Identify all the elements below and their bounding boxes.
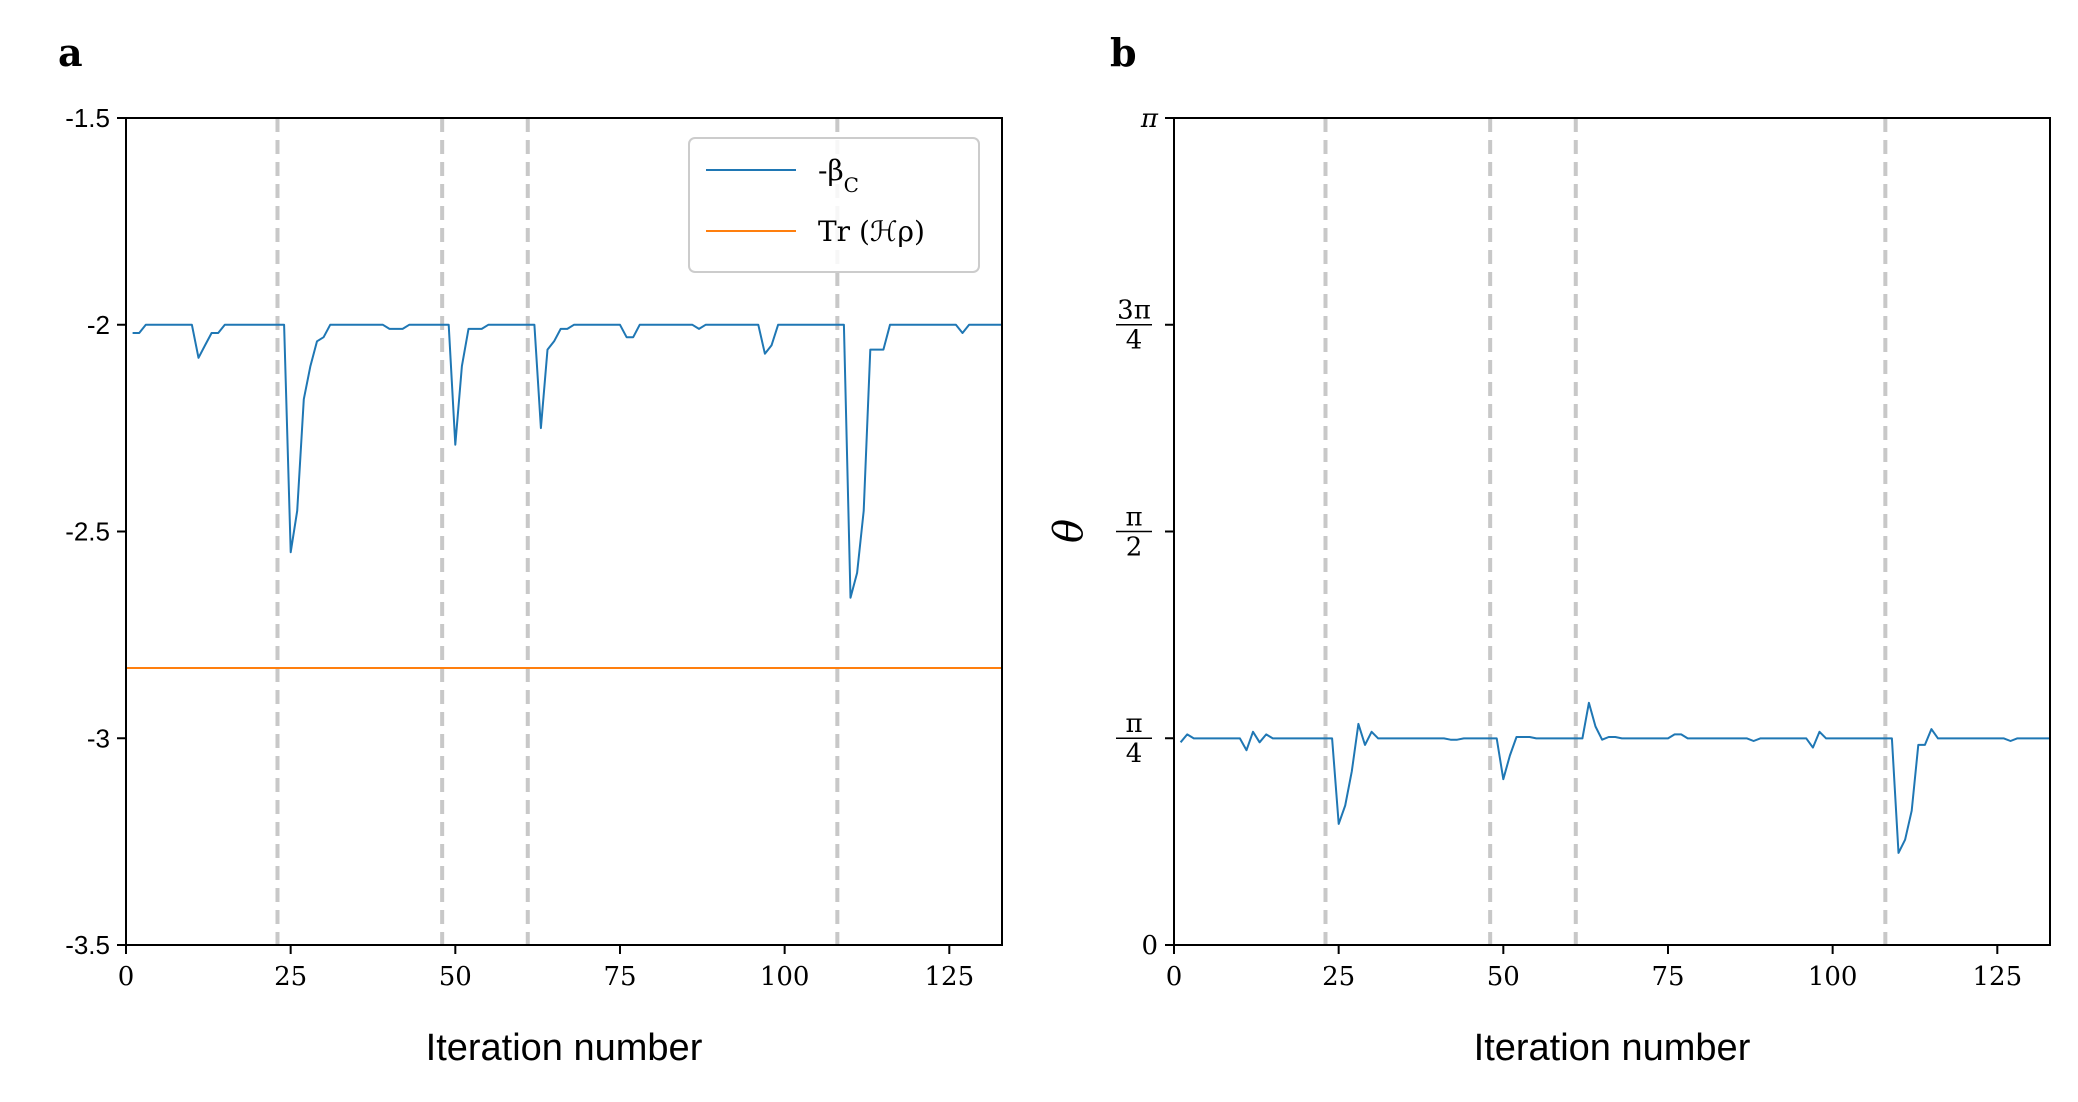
x-tick-label: 0 <box>118 962 135 992</box>
svg-text:2: 2 <box>1126 532 1143 562</box>
x-tick-label: 50 <box>439 962 472 992</box>
legend-box <box>688 137 980 273</box>
panel-a: a 0 25 50 75 100 125 -1.5 -2 -2.5 -3 -3.5 Iterati… <box>58 30 1003 1069</box>
y-tick-label: 0 <box>1141 931 1158 961</box>
panel-b-frame <box>1173 117 2051 946</box>
panel-b-series <box>1179 701 2050 854</box>
y-tick-label: π4 <box>1116 709 1152 769</box>
panel-a-series <box>126 323 1002 669</box>
panel-a-yticks: -1.5 -2 -2.5 -3 -3.5 <box>65 103 126 960</box>
x-tick-label: 25 <box>274 962 307 992</box>
x-tick-label: 75 <box>603 962 636 992</box>
panel-b-vlines <box>1323 118 1888 945</box>
x-tick-label: 125 <box>1972 962 2022 992</box>
series-line-0 <box>132 323 1002 599</box>
y-tick-label: -2 <box>87 310 110 340</box>
panel-b-xticks: 0 25 50 75 100 125 <box>1166 945 2022 992</box>
y-tick-label: -1.5 <box>65 103 110 133</box>
x-tick-label: 100 <box>1808 962 1858 992</box>
y-tick-label: π <box>1140 104 1159 134</box>
svg-text:π: π <box>1125 502 1142 532</box>
panel-a-letter: a <box>58 30 83 75</box>
y-tick-label: -3 <box>87 723 110 753</box>
series-line-0 <box>1179 701 2050 854</box>
x-tick-label: 25 <box>1322 962 1355 992</box>
svg-text:3π: 3π <box>1117 296 1151 326</box>
y-tick-label: -3.5 <box>65 930 110 960</box>
panel-a-xticks: 0 25 50 75 100 125 <box>118 945 974 992</box>
x-tick-label: 100 <box>760 962 810 992</box>
svg-text:π: π <box>1125 709 1142 739</box>
x-tick-label: 0 <box>1166 962 1183 992</box>
y-tick-label: -2.5 <box>65 517 110 547</box>
svg-text:4: 4 <box>1126 739 1143 769</box>
x-tick-label: 75 <box>1651 962 1684 992</box>
panel-a-xlabel: Iteration number <box>426 1027 703 1069</box>
legend-label-beta: -βC <box>818 154 859 197</box>
panel-b-xlabel: Iteration number <box>1474 1027 1751 1069</box>
x-tick-label: 125 <box>924 962 974 992</box>
svg-text:4: 4 <box>1126 326 1143 356</box>
x-tick-label: 50 <box>1487 962 1520 992</box>
y-tick-label: π2 <box>1116 502 1152 562</box>
y-tick-label: 3π4 <box>1116 296 1152 356</box>
legend: -βC Tr (ℋρ) <box>688 137 980 273</box>
panel-b-letter: b <box>1110 30 1137 75</box>
legend-label-trace: Tr (ℋρ) <box>818 215 925 248</box>
panel-b-ylabel: θ <box>1046 519 1092 543</box>
